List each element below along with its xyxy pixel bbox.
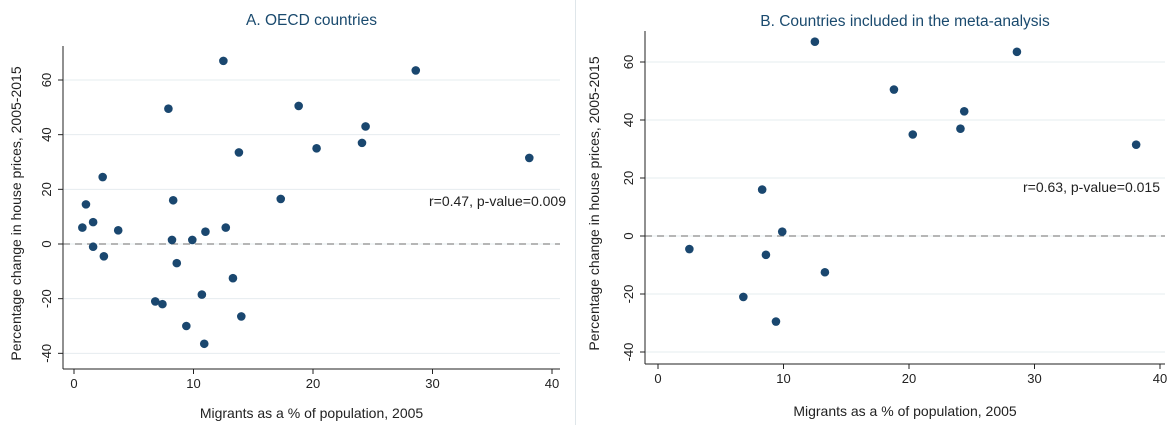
data-point (150, 297, 160, 306)
data-point (524, 153, 534, 163)
chart-title: B. Countries included in the meta-analys… (760, 13, 1050, 30)
chart-title: A. OECD countries (246, 12, 377, 29)
data-point (199, 339, 209, 349)
data-point (959, 107, 969, 116)
data-point (172, 258, 182, 268)
scatter-chart-oecd: 0 10 20 30 40 -40 -20 0 20 40 60 A. OECD countries… (8, 12, 566, 421)
x-tick-label: 30 (1027, 371, 1041, 386)
data-point (81, 200, 91, 209)
data-point (685, 244, 694, 254)
data-point (197, 290, 207, 299)
data-point (98, 172, 107, 182)
y-tick-label: -40 (621, 343, 636, 362)
data-point (777, 227, 787, 236)
y-tick-label: 20 (39, 182, 54, 196)
x-tick-label: 0 (654, 371, 661, 386)
data-point (908, 130, 918, 139)
data-point (1012, 47, 1022, 57)
scatter-panel-oecd: 0 10 20 30 40 -40 -20 0 20 40 60 A. OECD countries… (0, 0, 574, 425)
data-point (168, 195, 178, 205)
data-point (167, 235, 177, 245)
y-tick-label: 0 (39, 240, 54, 247)
x-tick-label: 40 (1153, 371, 1167, 386)
data-point (99, 251, 109, 261)
x-tick-label: 20 (902, 371, 916, 386)
data-point (219, 56, 228, 66)
correlation-annotation: r=0.47, p-value=0.009 (429, 193, 566, 209)
y-tick-label: 40 (621, 113, 636, 127)
data-point (158, 299, 167, 309)
data-point (294, 101, 303, 111)
data-point (810, 37, 820, 46)
scatter-chart-meta-analysis: 0 10 20 30 40 -40 -20 0 20 40 60 B. Countries incl… (586, 13, 1167, 419)
x-axis-title: Migrants as a % of population, 2005 (793, 403, 1017, 419)
y-axis-title: Percentage change in house prices, 2005-… (8, 66, 24, 360)
y-tick-label: 0 (621, 232, 636, 239)
data-point (1131, 140, 1141, 149)
y-tick-label: 20 (621, 171, 636, 185)
y-tick-label: -20 (621, 285, 636, 304)
x-tick-label: 10 (186, 376, 200, 391)
data-point (357, 138, 367, 148)
data-point (411, 66, 421, 75)
x-tick-label: 0 (70, 376, 77, 391)
correlation-annotation: r=0.63, p-value=0.015 (1023, 179, 1160, 195)
data-point (88, 217, 98, 227)
data-point (78, 223, 87, 232)
data-point (956, 124, 965, 133)
data-point (761, 250, 771, 260)
data-point (820, 267, 830, 277)
data-point (234, 148, 244, 157)
data-point (757, 185, 767, 194)
x-tick-label: 20 (306, 376, 320, 391)
x-tick-label: 40 (545, 376, 559, 391)
data-point (771, 317, 781, 326)
x-tick-label: 30 (425, 376, 439, 391)
y-tick-label: 60 (39, 73, 54, 87)
data-point (201, 227, 210, 236)
x-axis-title: Migrants as a % of population, 2005 (200, 405, 424, 421)
data-point (88, 242, 98, 252)
data-point (889, 85, 899, 94)
data-point (312, 144, 321, 153)
data-point (113, 226, 123, 235)
data-point (739, 292, 748, 302)
data-point (182, 321, 191, 331)
data-point (188, 235, 197, 245)
scatter-panel-meta-analysis: 0 10 20 30 40 -40 -20 0 20 40 60 B. Countries incl… (578, 0, 1171, 425)
data-point (228, 273, 238, 283)
y-tick-label: 60 (621, 55, 636, 69)
data-point (237, 312, 246, 321)
panel-divider (575, 0, 576, 425)
data-point (164, 104, 173, 113)
y-tick-label: -40 (39, 344, 54, 363)
data-point (361, 122, 370, 131)
y-axis-title: Percentage change in house prices, 2005-… (586, 56, 602, 350)
data-point (276, 194, 286, 204)
data-point (221, 223, 231, 232)
y-tick-label: 40 (39, 127, 54, 141)
y-tick-label: -20 (39, 289, 54, 308)
x-tick-label: 10 (776, 371, 790, 386)
